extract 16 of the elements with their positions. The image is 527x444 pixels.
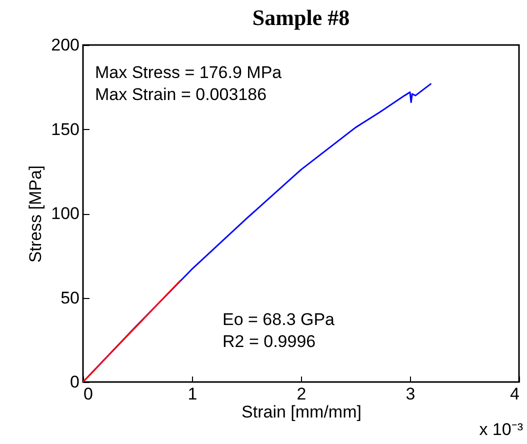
y-tick-label: 150 bbox=[51, 120, 80, 139]
x-axis-title: Strain [mm/mm] bbox=[242, 402, 362, 422]
x-tick-label: 1 bbox=[188, 384, 198, 404]
y-tick-label: 100 bbox=[51, 204, 80, 223]
annotation: Eo = 68.3 GPa R2 = 0.9996 bbox=[222, 310, 336, 351]
x-tick-label: 4 bbox=[510, 384, 520, 404]
text: x 10⁻³ bbox=[479, 420, 524, 439]
x-tick-label: 0 bbox=[84, 384, 93, 404]
chart-title: Sample #8 bbox=[252, 5, 350, 30]
y-axis-title: Stress [MPa] bbox=[26, 165, 46, 263]
x-tick-label: 2 bbox=[296, 384, 306, 404]
y-tick-label: 0 bbox=[70, 372, 80, 392]
x-tick-label: 3 bbox=[406, 384, 416, 404]
y-tick-label: 200 bbox=[51, 36, 80, 54]
y-tick-label: 50 bbox=[60, 288, 80, 308]
annotation: Max Stress = 176.9 MPa Max Strain = 0.003186 bbox=[95, 63, 282, 104]
